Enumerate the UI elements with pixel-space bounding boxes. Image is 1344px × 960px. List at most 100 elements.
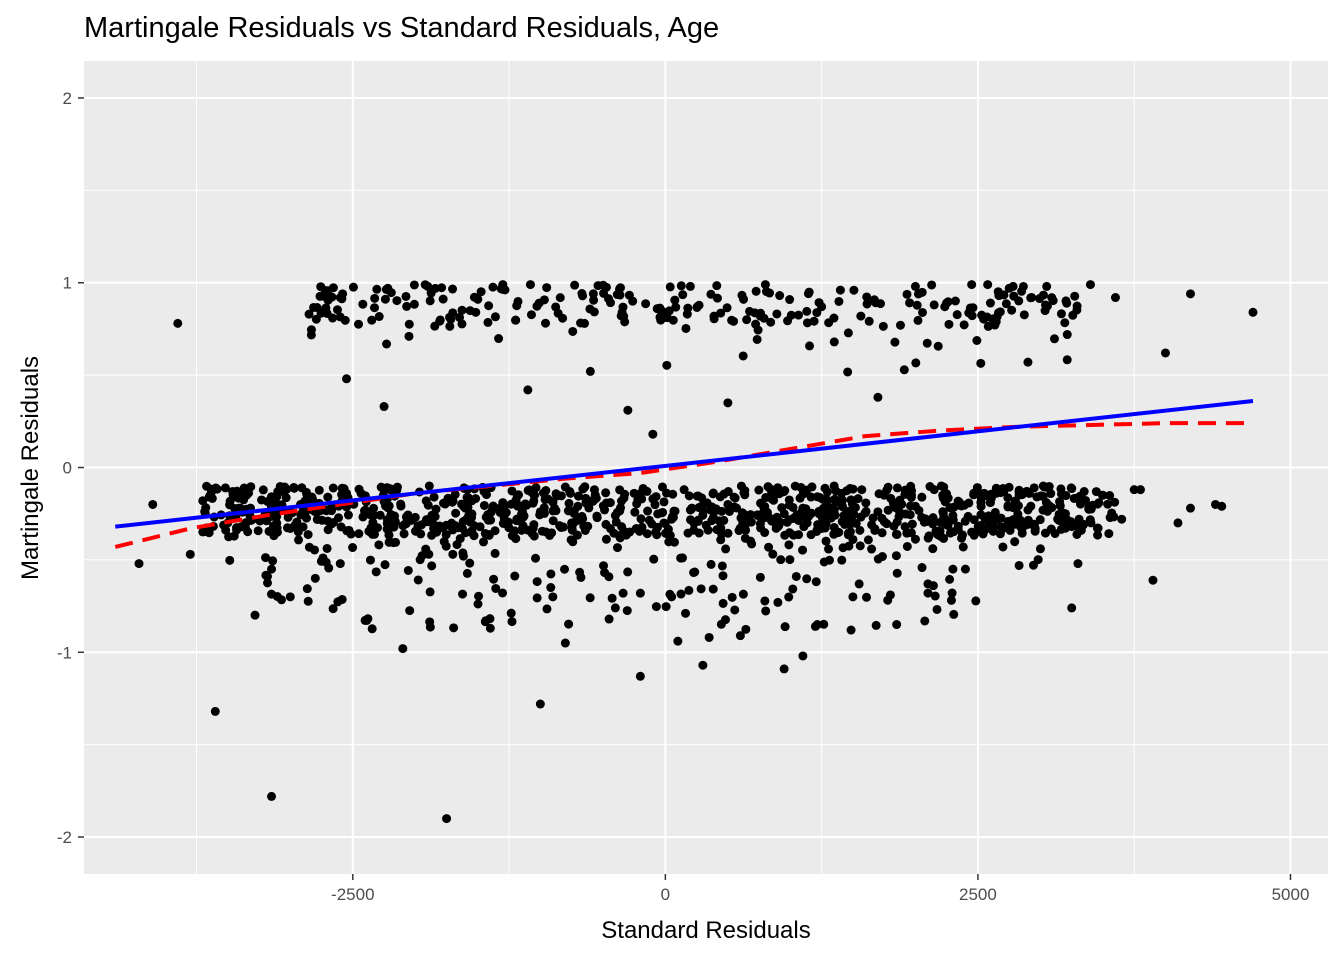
data-point — [707, 502, 717, 512]
data-point — [820, 483, 830, 493]
data-point — [438, 294, 448, 304]
data-point — [824, 318, 834, 328]
data-point — [489, 574, 499, 584]
data-point — [548, 516, 558, 526]
data-point — [404, 331, 414, 341]
data-point — [649, 554, 659, 564]
data-point — [862, 299, 872, 309]
data-point — [814, 506, 824, 516]
data-point — [612, 290, 622, 300]
data-point — [678, 290, 688, 300]
data-point — [848, 509, 858, 519]
data-point — [835, 285, 845, 295]
data-point — [759, 313, 769, 323]
data-point — [237, 491, 247, 501]
data-point — [906, 528, 916, 538]
data-point — [685, 281, 695, 291]
data-point — [266, 492, 276, 502]
data-point — [784, 540, 794, 550]
data-point — [686, 515, 696, 525]
x-tick-label: 2500 — [959, 885, 997, 904]
data-point — [856, 311, 866, 321]
data-point — [923, 588, 933, 598]
data-point — [624, 290, 634, 300]
data-point — [838, 502, 848, 512]
data-point — [302, 584, 312, 594]
data-point — [358, 512, 368, 522]
x-tick-label: 5000 — [1272, 885, 1310, 904]
data-point — [1107, 508, 1117, 518]
data-point — [857, 485, 867, 495]
data-point — [897, 499, 907, 509]
data-point — [864, 316, 874, 326]
data-point — [902, 541, 912, 551]
data-point — [525, 280, 535, 290]
data-point — [855, 525, 865, 535]
data-point — [555, 293, 565, 303]
data-point — [380, 294, 390, 304]
data-point — [401, 291, 411, 301]
data-point — [593, 281, 603, 291]
data-point — [457, 305, 467, 315]
data-point — [802, 574, 812, 584]
data-point — [558, 522, 568, 532]
data-point — [542, 283, 552, 293]
data-point — [704, 632, 714, 642]
data-point — [812, 620, 822, 630]
data-point — [798, 545, 808, 555]
data-point — [923, 533, 933, 543]
data-point — [354, 319, 364, 329]
data-point — [342, 374, 352, 384]
data-point — [1210, 499, 1220, 509]
data-point — [708, 489, 718, 499]
data-point — [969, 515, 979, 525]
data-point — [747, 539, 757, 549]
data-point — [745, 306, 755, 316]
data-point — [944, 319, 954, 329]
data-point — [838, 543, 848, 553]
data-point — [671, 302, 681, 312]
data-point — [563, 506, 573, 516]
data-point — [1010, 537, 1020, 547]
data-point — [570, 280, 580, 290]
data-point — [528, 498, 538, 508]
data-point — [834, 296, 844, 306]
data-point — [250, 610, 260, 620]
data-point — [539, 295, 549, 305]
data-point — [992, 312, 1002, 322]
data-point — [740, 486, 750, 496]
data-point — [1070, 291, 1080, 301]
data-point — [805, 341, 815, 351]
data-point — [431, 504, 441, 514]
data-point — [474, 591, 484, 601]
data-point — [611, 517, 621, 527]
data-point — [1185, 503, 1195, 513]
data-point — [523, 385, 533, 395]
data-point — [780, 622, 790, 632]
data-point — [314, 485, 324, 495]
data-point — [1023, 357, 1033, 367]
data-point — [615, 533, 625, 543]
data-point — [950, 296, 960, 306]
data-point — [365, 510, 375, 520]
data-point — [262, 572, 272, 582]
data-point — [369, 303, 379, 313]
data-point — [1103, 499, 1113, 509]
data-point — [860, 508, 870, 518]
data-point — [905, 510, 915, 520]
data-point — [380, 560, 390, 570]
data-point — [867, 544, 877, 554]
chart-title: Martingale Residuals vs Standard Residua… — [84, 12, 720, 44]
data-point — [409, 299, 419, 309]
data-point — [756, 498, 766, 508]
data-point — [309, 302, 319, 312]
data-point — [716, 523, 726, 533]
data-point — [531, 553, 541, 563]
data-point — [848, 534, 858, 544]
data-point — [1135, 485, 1145, 495]
data-point — [643, 506, 653, 516]
data-point — [1117, 514, 1127, 524]
data-point — [676, 281, 686, 291]
data-point — [635, 588, 645, 598]
